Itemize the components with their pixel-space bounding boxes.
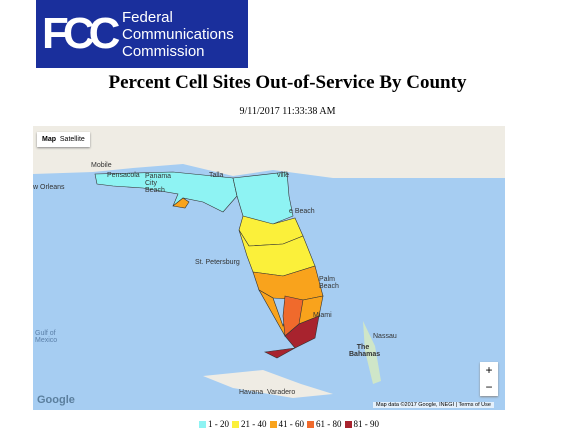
county-region [232, 171, 294, 225]
legend-label: 61 - 80 [316, 419, 342, 429]
place: Havana [239, 389, 264, 396]
place: Talla [209, 172, 224, 179]
logo-line: Federal [122, 9, 173, 26]
map-button[interactable]: Map [42, 136, 56, 143]
place: Varadero [267, 389, 296, 396]
legend-label: 21 - 40 [241, 419, 267, 429]
place: The Bahamas [349, 344, 381, 358]
keys [263, 347, 296, 359]
satellite-button[interactable]: Satellite [59, 136, 85, 143]
place: Gulf of Mexico [35, 330, 58, 344]
attribution-text: Map data ©2017 Google, INEGI [376, 402, 455, 408]
legend-swatch [307, 421, 314, 428]
zoom-in[interactable]: + [485, 363, 493, 377]
place: Palm Beach [319, 276, 339, 290]
place: Mobile [91, 162, 112, 169]
land [33, 126, 505, 178]
place: ville [277, 172, 290, 179]
bahamas [363, 321, 381, 384]
legend-label: 81 - 90 [353, 419, 380, 429]
timestamp: 9/11/2017 11:33:38 AM [239, 106, 336, 117]
map: Map Satellite Mobile Pensacola Panama Ci… [33, 126, 505, 410]
place: Miami [313, 312, 332, 319]
legend-label: 41 - 60 [278, 419, 305, 429]
zoom-out[interactable]: − [485, 380, 493, 394]
fcc-logo: FCC Federal Communications Commission [36, 0, 248, 68]
google-logo: Google [37, 394, 75, 406]
legend-label: 1 - 20 [208, 419, 229, 429]
legend-swatch [232, 421, 239, 428]
logo-mark: FCC [42, 9, 120, 58]
legend: 1 - 20 21 - 40 41 - 60 61 - 80 81 - 90 [0, 419, 575, 429]
legend-swatch [269, 421, 277, 428]
logo-text: Federal Communications Commission [122, 9, 234, 60]
logo-line: Commission [122, 43, 205, 60]
zoom-control: + − [480, 362, 498, 396]
terms-link[interactable]: Terms of Use [458, 402, 491, 408]
place: Panama City Beach [145, 173, 172, 194]
place: Nassau [373, 333, 397, 340]
place: St. Petersburg [195, 259, 240, 266]
legend-swatch [344, 421, 352, 428]
title: Percent Cell Sites Out-of-Service By Cou… [108, 72, 467, 93]
map-type-control: Map Satellite [37, 132, 90, 147]
legend-swatch [199, 421, 206, 428]
map-canvas [33, 126, 505, 398]
place: e Beach [289, 208, 315, 215]
cuba [203, 370, 333, 398]
logo-line: Communications [122, 26, 234, 43]
attribution: Map data ©2017 Google, INEGI | Terms of … [373, 402, 494, 408]
place: w Orleans [33, 184, 65, 191]
place: Pensacola [107, 172, 140, 179]
county-region [172, 197, 190, 209]
county-region [284, 315, 320, 349]
